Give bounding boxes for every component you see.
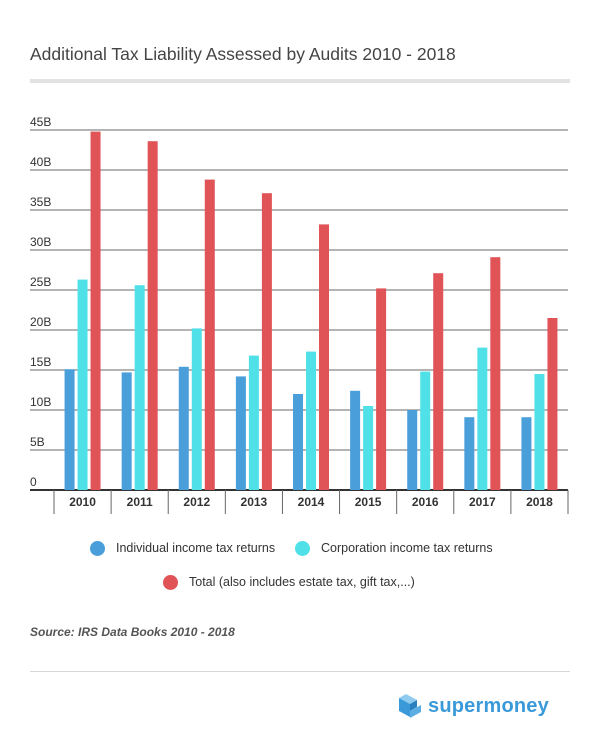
y-tick-label: 0 <box>30 475 37 489</box>
x-tick-label: 2013 <box>241 495 268 509</box>
bar-total <box>147 141 158 490</box>
bar-corporation <box>248 355 259 490</box>
bar-corporation <box>306 351 316 490</box>
y-tick-label: 5B <box>30 435 45 449</box>
title-divider <box>30 79 570 83</box>
bar-total <box>261 193 272 490</box>
bar-individual <box>293 394 303 490</box>
x-tick-label: 2014 <box>298 495 325 509</box>
bar-individual <box>407 410 418 490</box>
bar-corporation <box>420 371 431 490</box>
y-tick-label: 10B <box>30 395 51 409</box>
bar-individual <box>350 390 361 490</box>
y-tick-label: 35B <box>30 195 51 209</box>
x-tick-label: 2018 <box>526 495 553 509</box>
bar-corporation <box>477 347 488 490</box>
y-tick-label: 45B <box>30 115 51 129</box>
brand-logo[interactable]: supermoney <box>397 693 549 719</box>
bar-individual <box>521 417 532 490</box>
bar-individual <box>464 417 475 490</box>
source-note: Source: IRS Data Books 2010 - 2018 <box>30 625 235 639</box>
legend-label-total: Total (also includes estate tax, gift ta… <box>189 575 415 589</box>
bar-corporation <box>534 374 545 490</box>
legend-item-corporation: Corporation income tax returns <box>295 538 493 558</box>
bar-total <box>433 273 444 490</box>
y-tick-label: 25B <box>30 275 51 289</box>
bar-corporation <box>191 328 202 490</box>
chart-title: Additional Tax Liability Assessed by Aud… <box>30 44 456 64</box>
x-tick-label: 2015 <box>355 495 382 509</box>
legend-label-corporation: Corporation income tax returns <box>321 541 493 555</box>
legend-swatch-total <box>163 574 178 590</box>
bar-total <box>376 288 387 490</box>
legend-swatch-corporation <box>295 540 310 556</box>
y-tick-label: 40B <box>30 155 51 169</box>
y-tick-label: 15B <box>30 355 51 369</box>
bar-chart: 0 5B 10B 15B 20B 25B 30B 35B 40B 45B 2010 2011 2012 2… <box>30 115 569 514</box>
x-tick-label: 2016 <box>412 495 439 509</box>
bar-total <box>204 179 215 490</box>
bar-total <box>90 131 101 490</box>
bar-individual <box>64 369 75 490</box>
bar-total <box>490 257 501 490</box>
bar-total <box>547 318 558 490</box>
x-tick-label: 2010 <box>69 495 96 509</box>
x-tick-label: 2012 <box>183 495 210 509</box>
y-tick-label: 30B <box>30 235 51 249</box>
cube-logo-icon <box>399 694 421 718</box>
bar-corporation <box>363 406 374 490</box>
legend-swatch-individual <box>90 540 105 556</box>
bar-individual <box>235 376 246 490</box>
brand-name: supermoney <box>428 694 549 717</box>
footer-divider <box>30 671 570 672</box>
bar-corporation <box>134 285 145 490</box>
legend-item-total: Total (also includes estate tax, gift ta… <box>163 572 415 592</box>
bar-total <box>319 224 329 490</box>
legend-item-individual: Individual income tax returns <box>90 538 275 558</box>
bar-corporation <box>77 279 88 490</box>
bar-individual <box>178 366 189 490</box>
x-tick-label: 2017 <box>469 495 496 509</box>
y-tick-label: 20B <box>30 315 51 329</box>
legend-label-individual: Individual income tax returns <box>116 541 276 555</box>
bar-individual <box>121 372 132 490</box>
x-tick-label: 2011 <box>127 495 153 509</box>
